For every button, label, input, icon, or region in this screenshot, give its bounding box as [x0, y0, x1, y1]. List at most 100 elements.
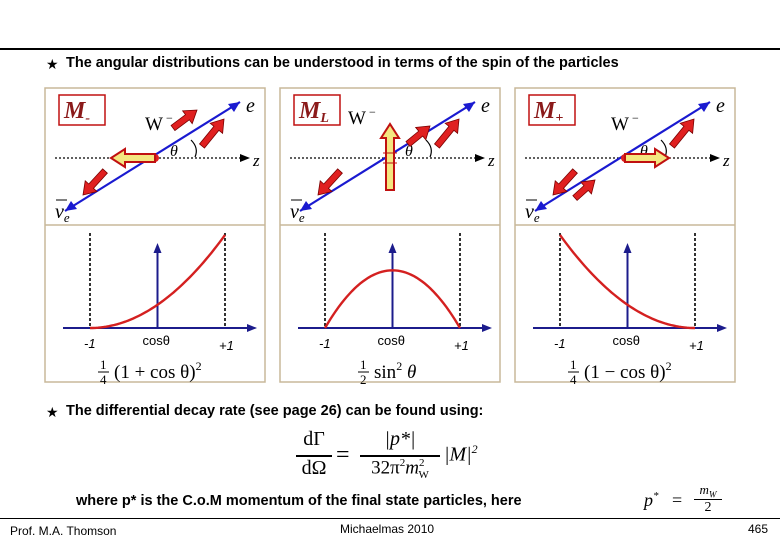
w-boson-charge: − — [366, 105, 376, 119]
electron-label: e — [481, 95, 490, 117]
angular-distribution-curve — [90, 234, 226, 330]
p-star-numerator: mW — [694, 482, 722, 500]
plot-y-arrowhead-icon — [388, 243, 397, 253]
spin-label-sub: - — [85, 111, 90, 126]
axis-label-plus-one: +1 — [689, 338, 704, 353]
lhs-numerator: dΓ — [303, 428, 325, 450]
spin-label-box — [293, 94, 341, 126]
z-label: z — [722, 151, 730, 170]
electron-arrowhead-icon — [698, 102, 710, 112]
neutrino-spin-arrow — [317, 168, 343, 196]
footer-author: Prof. M.A. Thomson — [10, 524, 117, 538]
neutrino-label: νe — [290, 201, 305, 225]
formula-fraction-denominator: 2 — [360, 372, 367, 387]
denominator-mass-sub: W — [418, 469, 429, 482]
axis-label-minus-one: -1 — [319, 336, 331, 351]
formula-tail: θ — [402, 362, 416, 383]
axis-label-minus-one: -1 — [84, 336, 96, 351]
plot-x-arrowhead-icon — [247, 324, 257, 332]
rhs-fraction-bar — [360, 455, 440, 457]
decay-rate-formula: dΓ dΩ = |p*| 32π2m2W |M|2 — [296, 428, 496, 484]
formula-fraction-numerator: 1 — [570, 357, 577, 372]
electron-label: e — [716, 95, 725, 117]
formula-power: 2 — [196, 359, 202, 373]
z-label: z — [252, 151, 260, 170]
denominator-pi-power: 2 — [399, 457, 406, 469]
panel-frame — [279, 87, 501, 383]
spin-label-sub: L — [319, 111, 329, 126]
axis-label-costheta: cosθ — [143, 333, 170, 348]
w-spin-arrow — [379, 122, 401, 191]
formula-power: 2 — [666, 359, 672, 373]
angular-distribution-curve — [559, 234, 695, 330]
footer-term: Michaelmas 2010 — [340, 522, 435, 536]
theta-arc — [425, 139, 432, 158]
formula-fraction-numerator: 1 — [360, 357, 367, 372]
differential-heading: The differential decay rate (see page 26… — [66, 403, 484, 419]
neutrino-arrowhead-icon — [535, 201, 547, 211]
p-star-mass: m — [699, 482, 709, 497]
formula-body: (1 + cos θ)2 — [114, 359, 202, 383]
electron-label: e — [246, 95, 255, 117]
denominator-mass: m — [405, 457, 419, 479]
neutrino-sub: e — [534, 210, 540, 225]
p-star-mass-sub: W — [708, 489, 717, 500]
w-boson-label: W − — [348, 105, 376, 129]
footer-rule — [0, 518, 780, 519]
axis-label-costheta: cosθ — [613, 333, 640, 348]
axis-label-minus-one: -1 — [554, 336, 566, 351]
z-axis-arrowhead-icon — [240, 154, 250, 162]
z-axis-arrowhead-icon — [710, 154, 720, 162]
theta-label: θ — [640, 143, 648, 160]
neutrino-sub: e — [299, 210, 305, 225]
p-sup: * — [653, 490, 659, 502]
p-star-fraction-bar — [694, 499, 722, 500]
theta-arc — [190, 139, 197, 158]
rhs-numerator: |p*| — [384, 428, 416, 450]
p-label: p — [644, 490, 653, 510]
formula-fraction-numerator: 1 — [100, 357, 107, 372]
lhs-fraction-bar — [296, 455, 332, 457]
panel-frame — [44, 87, 266, 383]
plot-y-arrowhead-icon — [623, 243, 632, 253]
plot-x-arrowhead-icon — [717, 324, 727, 332]
neutrino-arrowhead-icon — [65, 201, 77, 211]
plot-y-arrowhead-icon — [153, 243, 162, 253]
footer-page: 465 — [748, 522, 769, 536]
w-spin-arrow — [624, 147, 671, 169]
electron-spin-arrow-inner — [405, 125, 431, 148]
formula-body: (1 − cos θ)2 — [584, 359, 672, 383]
p-star-denominator: 2 — [704, 500, 712, 515]
bullet-star-icon: ★ — [46, 404, 59, 420]
plot-x-arrowhead-icon — [482, 324, 492, 332]
neutrino-spin-arrow — [552, 168, 578, 196]
axis-label-plus-one: +1 — [454, 338, 469, 353]
formula-power: 2 — [396, 359, 402, 373]
electron-arrowhead-icon — [463, 102, 475, 112]
p-star-equals: = — [672, 490, 683, 510]
lhs-denominator: dΩ — [301, 457, 327, 479]
neutrino-sub: e — [64, 210, 70, 225]
neutrino-spin-arrow — [82, 168, 108, 196]
where-text: where p* is the C.o.M momentum of the fi… — [76, 493, 522, 509]
w-spin-arrow — [109, 147, 156, 169]
neutrino-label: νe — [525, 201, 540, 225]
spin-label-box — [58, 94, 106, 126]
w-boson-label: W − — [145, 111, 173, 135]
p-star: p* — [644, 490, 659, 511]
intro-heading: The angular distributions can be underst… — [66, 55, 619, 71]
rhs-denominator: 32π2m2W — [360, 457, 440, 481]
formula-fraction-denominator: 4 — [100, 372, 107, 387]
electron-spin-arrow — [668, 118, 695, 149]
electron-arrowhead-icon — [228, 102, 240, 112]
spin-label-sub: + — [555, 111, 563, 126]
z-label: z — [487, 151, 495, 170]
spin-label-box — [528, 94, 576, 126]
w-boson-label: W − — [611, 111, 639, 135]
matrix-element: |M|2 — [444, 442, 478, 467]
electron-spin-arrow — [198, 118, 225, 149]
electron-spin-arrow-inner — [170, 109, 198, 132]
formula-body: sin2 θ — [374, 359, 416, 383]
title-rule — [0, 48, 780, 50]
